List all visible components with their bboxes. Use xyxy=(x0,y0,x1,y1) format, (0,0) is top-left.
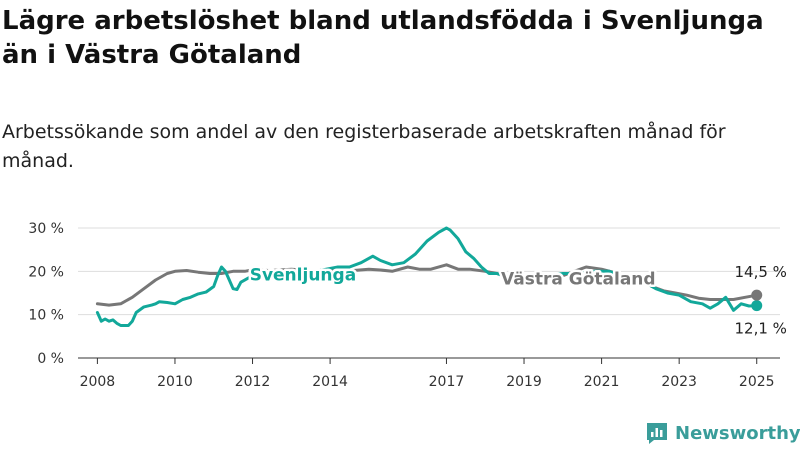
brand: Newsworthy xyxy=(645,420,800,446)
x-tick-label: 2017 xyxy=(429,374,465,390)
y-tick-label: 0 % xyxy=(37,351,64,367)
chart-subtitle: Arbetssökande som andel av den registerb… xyxy=(2,121,726,172)
x-tick-label: 2023 xyxy=(661,374,697,390)
y-tick-label: 10 % xyxy=(28,308,64,324)
end-point-svenljunga xyxy=(751,300,763,312)
series-label-v-stra-g-taland: Västra Götaland xyxy=(501,269,656,289)
end-label-vastra-gotaland: 14,5 % xyxy=(735,263,787,281)
end-label-svenljunga: 12,1 % xyxy=(735,320,787,338)
y-tick-label: 20 % xyxy=(28,264,64,280)
brand-name: Newsworthy xyxy=(675,422,800,444)
chart-title: Lägre arbetslöshet bland utlandsfödda i … xyxy=(2,6,764,70)
newsworthy-logo-icon xyxy=(647,423,667,444)
series-line-svenljunga xyxy=(95,226,759,327)
x-tick-label: 2021 xyxy=(584,374,620,390)
end-point-v-stra-g-taland xyxy=(751,289,763,301)
line-chart: 0 % 10 % 20 % 30 % 2008 2010 2012 2014 2017 2019 2… xyxy=(28,221,787,390)
x-tick-label: 2010 xyxy=(157,374,193,390)
series-label-svenljunga: Svenljunga xyxy=(250,265,356,285)
x-tick-label: 2014 xyxy=(312,374,348,390)
x-tick-label: 2012 xyxy=(235,374,271,390)
y-tick-label: 30 % xyxy=(28,221,64,237)
x-tick-label: 2019 xyxy=(506,374,542,390)
x-tick-label: 2008 xyxy=(80,374,116,390)
x-tick-label: 2025 xyxy=(739,374,775,390)
